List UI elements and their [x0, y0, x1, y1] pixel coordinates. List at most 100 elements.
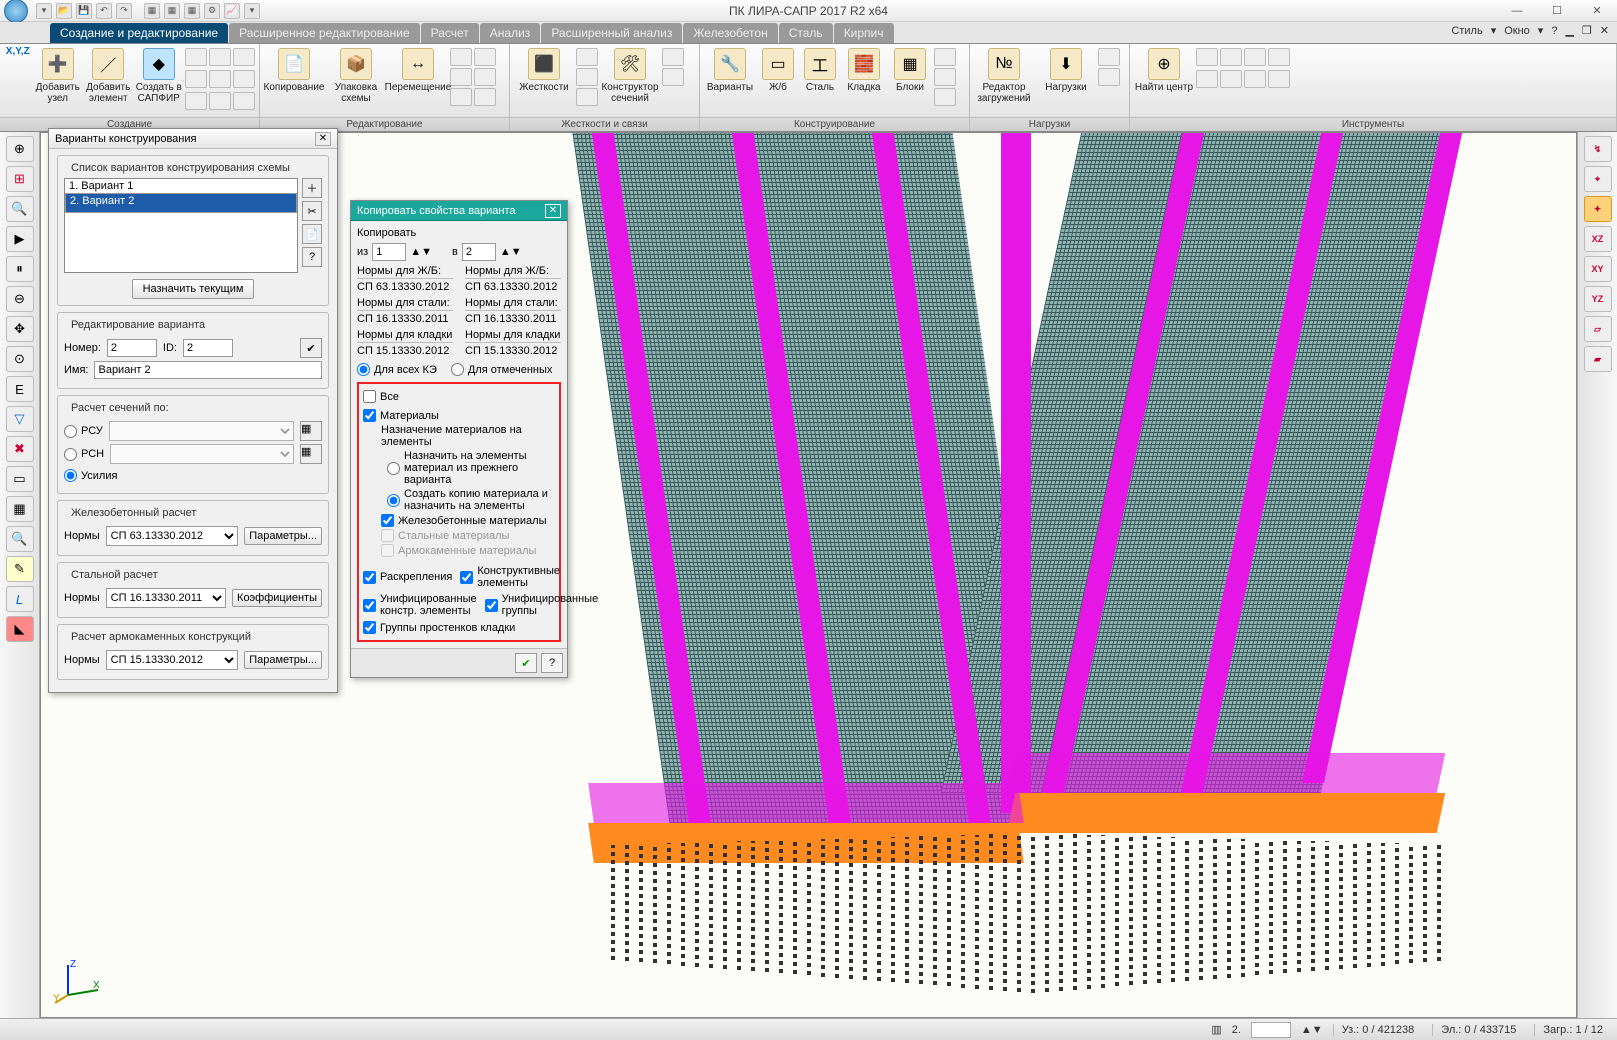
- qat-dropdown-icon[interactable]: ▾: [244, 3, 260, 19]
- create-sapphire-button[interactable]: ◆Создать в САПФИР: [134, 46, 183, 104]
- tab-create-edit[interactable]: Создание и редактирование: [50, 23, 228, 43]
- ribbon-min-icon[interactable]: ▁: [1565, 24, 1573, 37]
- steel-button[interactable]: 工Сталь: [800, 46, 840, 93]
- rcu-radio[interactable]: [64, 425, 77, 438]
- sm-icon[interactable]: [474, 48, 496, 66]
- qat-redo-icon[interactable]: ↷: [116, 3, 132, 19]
- lt-icon[interactable]: ✎: [6, 556, 34, 582]
- sm-icon[interactable]: [185, 92, 207, 110]
- sm-icon[interactable]: [1244, 70, 1266, 88]
- rc-params-button[interactable]: Параметры...: [244, 527, 322, 545]
- sm-icon[interactable]: [450, 88, 472, 106]
- rt-icon[interactable]: ▰: [1584, 346, 1612, 372]
- lt-icon[interactable]: 🔍: [6, 526, 34, 552]
- number-input[interactable]: [107, 339, 157, 357]
- rasc-checkbox[interactable]: [363, 571, 376, 584]
- add-element-button[interactable]: ／Добавить элемент: [84, 46, 133, 104]
- sm-icon[interactable]: [233, 92, 255, 110]
- qat-open-icon[interactable]: 📂: [56, 3, 72, 19]
- ribbon-rest-icon[interactable]: ❐: [1582, 24, 1592, 37]
- menu-style[interactable]: Стиль: [1451, 25, 1482, 37]
- stiffness-button[interactable]: ⬛Жесткости: [514, 46, 574, 93]
- sm-icon[interactable]: [1268, 70, 1290, 88]
- rt-icon[interactable]: ⌖: [1584, 166, 1612, 192]
- ribbon-close-icon[interactable]: ✕: [1600, 24, 1609, 37]
- lt-icon[interactable]: ◣: [6, 616, 34, 642]
- lt-icon[interactable]: ▽: [6, 406, 34, 432]
- qat-icon-2[interactable]: ▦: [164, 3, 180, 19]
- sm-icon[interactable]: [662, 68, 684, 86]
- rt-icon[interactable]: ↯: [1584, 136, 1612, 162]
- cut-button[interactable]: ✂: [302, 201, 322, 221]
- to-input[interactable]: [462, 243, 496, 261]
- to-spin[interactable]: ▲▼: [500, 246, 522, 258]
- name-input[interactable]: [94, 361, 322, 379]
- qat-icon-1[interactable]: ▦: [144, 3, 160, 19]
- lt-icon[interactable]: L: [6, 586, 34, 612]
- add-node-button[interactable]: ➕Добавить узел: [33, 46, 82, 104]
- dlg2-close-button[interactable]: ✕: [545, 204, 561, 218]
- sm-icon[interactable]: [1098, 48, 1120, 66]
- from-spin[interactable]: ▲▼: [410, 246, 432, 258]
- sm-icon[interactable]: [934, 68, 956, 86]
- close-button[interactable]: ✕: [1577, 0, 1617, 22]
- dlg1-close-button[interactable]: ✕: [315, 132, 331, 146]
- sm-icon[interactable]: [934, 88, 956, 106]
- rt-view-xz[interactable]: XZ: [1584, 226, 1612, 252]
- lt-icon[interactable]: ⊙: [6, 346, 34, 372]
- sm-icon[interactable]: [209, 70, 231, 88]
- lt-icon[interactable]: ✥: [6, 316, 34, 342]
- rt-view-xy[interactable]: XY: [1584, 256, 1612, 282]
- status-layer-input[interactable]: [1251, 1022, 1291, 1038]
- app-orb-icon[interactable]: [4, 0, 28, 23]
- maximize-button[interactable]: ☐: [1537, 0, 1577, 22]
- tab-ext-edit[interactable]: Расширенное редактирование: [229, 23, 420, 43]
- help-icon[interactable]: ?: [1551, 25, 1557, 37]
- lt-icon[interactable]: ⊕: [6, 136, 34, 162]
- uke-checkbox[interactable]: [363, 599, 376, 612]
- lt-icon[interactable]: ▦: [6, 496, 34, 522]
- qat-icon-5[interactable]: 📈: [224, 3, 240, 19]
- gps-checkbox[interactable]: [363, 621, 376, 634]
- assign-current-button[interactable]: Назначить текущим: [132, 279, 255, 299]
- status-layer-icon[interactable]: ▥: [1211, 1023, 1221, 1036]
- kel-checkbox[interactable]: [460, 571, 473, 584]
- qat-save-icon[interactable]: 💾: [76, 3, 92, 19]
- find-center-button[interactable]: ⊕Найти центр: [1134, 46, 1194, 93]
- rcn-radio[interactable]: [64, 448, 77, 461]
- sm-icon[interactable]: [450, 48, 472, 66]
- variant-list[interactable]: 1. Вариант 1 2. Вариант 2: [64, 178, 298, 273]
- list-item[interactable]: 2. Вариант 2: [65, 193, 297, 213]
- variants-button[interactable]: 🔧Варианты: [704, 46, 756, 93]
- sm-icon[interactable]: [1098, 68, 1120, 86]
- sm-icon[interactable]: [1220, 70, 1242, 88]
- rc-button[interactable]: ▭Ж/б: [758, 46, 798, 93]
- rc-norm-select[interactable]: СП 63.13330.2012: [106, 526, 239, 546]
- menu-window[interactable]: Окно: [1504, 25, 1530, 37]
- from-input[interactable]: [372, 243, 406, 261]
- sm-icon[interactable]: [209, 92, 231, 110]
- help-button[interactable]: ?: [302, 247, 322, 267]
- blocks-button[interactable]: ▦Блоки: [888, 46, 932, 93]
- load-editor-button[interactable]: №Редактор загружений: [974, 46, 1034, 104]
- rcu-btn[interactable]: ▦: [300, 421, 322, 441]
- lt-icon[interactable]: ⏸: [6, 256, 34, 282]
- sm-icon[interactable]: [233, 48, 255, 66]
- lt-icon[interactable]: ⊞: [6, 166, 34, 192]
- rcu-select[interactable]: [109, 421, 294, 441]
- sm-icon[interactable]: [1196, 48, 1218, 66]
- sm-icon[interactable]: [1268, 48, 1290, 66]
- rt-icon[interactable]: ▱: [1584, 316, 1612, 342]
- tab-calc[interactable]: Расчет: [421, 23, 479, 43]
- sm-icon[interactable]: [1196, 70, 1218, 88]
- rcn-select[interactable]: [110, 444, 294, 464]
- rt-view-yz[interactable]: YZ: [1584, 286, 1612, 312]
- dlg2-ok-button[interactable]: ✔: [515, 653, 537, 673]
- tab-analysis[interactable]: Анализ: [480, 23, 541, 43]
- copy-button[interactable]: 📄Копирование: [264, 46, 324, 93]
- masonry-button[interactable]: 🧱Кладка: [842, 46, 886, 93]
- sm-icon[interactable]: [233, 70, 255, 88]
- lt-icon[interactable]: ▭: [6, 466, 34, 492]
- dlg2-help-button[interactable]: ?: [541, 653, 563, 673]
- lt-icon[interactable]: ⊖: [6, 286, 34, 312]
